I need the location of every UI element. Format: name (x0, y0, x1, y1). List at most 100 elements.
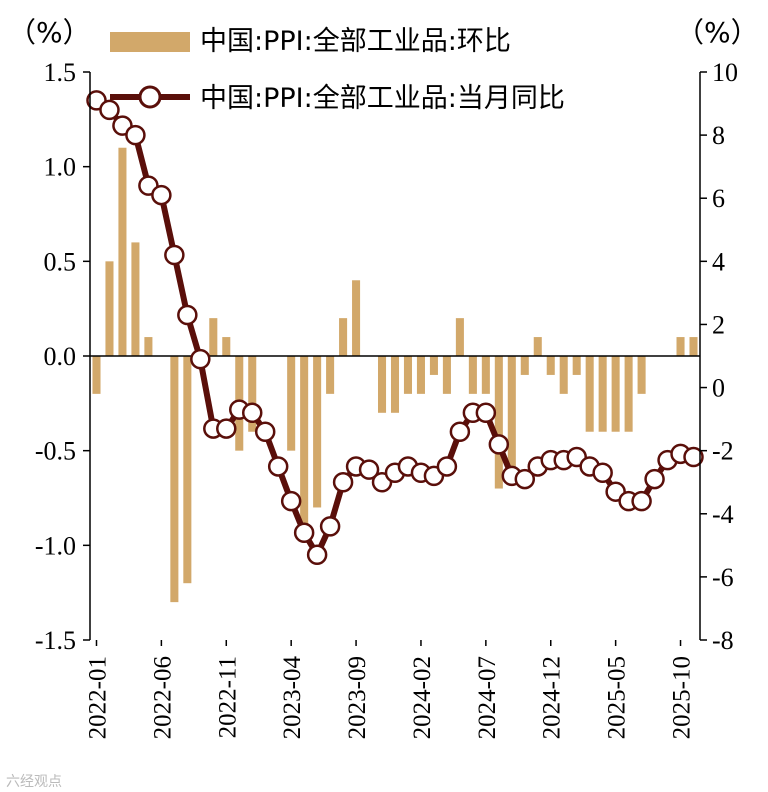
x-tick-label: 2023-04 (279, 656, 306, 740)
yoy-point (164, 244, 185, 266)
left-axis-unit: （%） (8, 16, 91, 49)
yoy-point (216, 418, 237, 439)
right-tick-label: -8 (712, 626, 734, 655)
mom-bar (611, 356, 620, 432)
right-tick-label: -6 (712, 563, 734, 592)
yoy-point (514, 468, 536, 490)
mom-bar (313, 356, 322, 508)
mom-bar (624, 356, 633, 432)
mom-bars (92, 147, 698, 603)
mom-bar (442, 356, 451, 394)
right-tick-label: -2 (712, 437, 734, 466)
yoy-line-series (86, 90, 704, 566)
yoy-point (125, 124, 146, 146)
mom-bar (585, 356, 594, 432)
left-tick-label: -1.0 (35, 531, 76, 560)
mom-bar (637, 356, 646, 394)
x-tick-label: 2022-01 (84, 656, 111, 739)
mom-bar (481, 356, 490, 394)
mom-bar (520, 356, 529, 375)
left-tick-label: 0.5 (44, 247, 77, 276)
yoy-point (683, 446, 704, 468)
right-tick-label: 10 (712, 58, 738, 87)
yoy-point (254, 421, 276, 442)
mom-bar (429, 356, 438, 375)
left-tick-label: -1.5 (35, 626, 76, 655)
right-tick-label: 0 (712, 374, 725, 403)
mom-bar (533, 337, 542, 356)
legend-label-bar: 中国:PPI:全部工业品:环比 (200, 26, 511, 57)
mom-bar (598, 356, 607, 432)
yoy-point (99, 99, 120, 121)
yoy-point (177, 304, 198, 326)
right-tick-label: 6 (712, 184, 725, 213)
mom-bar (403, 356, 413, 394)
left-tick-label: 0.0 (44, 342, 77, 371)
yoy-point (306, 544, 328, 566)
x-axis-ticks: 2022-01 2022-06 2022-11 2023-04 2023-09 2024-… (84, 640, 696, 740)
legend-label-line: 中国:PPI:全部工业品:当月同比 (200, 83, 565, 114)
x-tick-label: 2025-05 (604, 656, 631, 739)
yoy-point (592, 462, 613, 484)
yoy-point (151, 184, 172, 206)
yoy-point (449, 421, 471, 442)
mom-bar (131, 242, 140, 356)
mom-bar (390, 356, 400, 413)
mom-bar (676, 337, 685, 356)
yoy-point (644, 468, 665, 490)
yoy-point (358, 459, 380, 480)
mom-bar (416, 356, 425, 394)
legend-swatch-bar (110, 32, 190, 52)
yoy-point (475, 402, 497, 424)
mom-bar (170, 356, 179, 603)
left-tick-label: 1.0 (44, 153, 77, 182)
mom-bar (248, 356, 257, 432)
legend: 中国:PPI:全部工业品:环比 中国:PPI:全部工业品:当月同比 (110, 26, 565, 114)
mom-bar (287, 356, 296, 451)
watermark-text: 六经观点 (6, 774, 62, 790)
mom-bar (559, 356, 568, 394)
mom-bar (209, 318, 218, 356)
yoy-point (332, 471, 354, 493)
yoy-point (631, 490, 652, 512)
mom-bar (300, 356, 309, 527)
yoy-point (293, 522, 315, 543)
left-tick-label: 1.5 (44, 58, 77, 87)
x-tick-label: 2023-09 (344, 656, 371, 739)
mom-bar (183, 356, 192, 584)
yoy-point (436, 456, 458, 477)
x-tick-label: 2024-07 (474, 656, 501, 739)
yoy-point (280, 490, 302, 512)
mom-bar (326, 356, 335, 394)
right-tick-label: -4 (712, 500, 734, 529)
mom-bar (546, 356, 555, 375)
right-axis-unit: （%） (676, 16, 759, 49)
mom-bar (494, 356, 503, 489)
mom-bar (689, 337, 698, 356)
mom-bar (352, 280, 361, 356)
right-tick-label: 2 (712, 310, 725, 339)
mom-bar (468, 356, 477, 394)
yoy-point (241, 402, 263, 424)
x-tick-label: 2024-12 (539, 656, 566, 739)
mom-bar (339, 318, 348, 356)
mom-bar (222, 337, 231, 356)
right-tick-label: 4 (712, 247, 725, 276)
mom-bar (455, 318, 464, 356)
mom-bar (572, 356, 581, 375)
x-tick-label: 2022-11 (214, 656, 241, 738)
x-tick-label: 2025-10 (669, 656, 696, 739)
mom-bar (105, 261, 114, 356)
yoy-point (190, 348, 211, 370)
x-tick-label: 2024-02 (409, 656, 436, 739)
right-tick-label: 8 (712, 121, 725, 150)
mom-bar (92, 356, 101, 394)
right-axis-ticks: 10 8 6 4 2 0 -2 -4 -6 -8 (700, 58, 738, 655)
left-axis-ticks: 1.5 1.0 0.5 0.0 -0.5 -1.0 -1.5 (35, 58, 90, 655)
x-tick-label: 2022-06 (149, 656, 176, 739)
yoy-point (267, 456, 289, 477)
left-tick-label: -0.5 (35, 437, 76, 466)
mom-bar (377, 356, 387, 413)
yoy-point (488, 434, 510, 455)
